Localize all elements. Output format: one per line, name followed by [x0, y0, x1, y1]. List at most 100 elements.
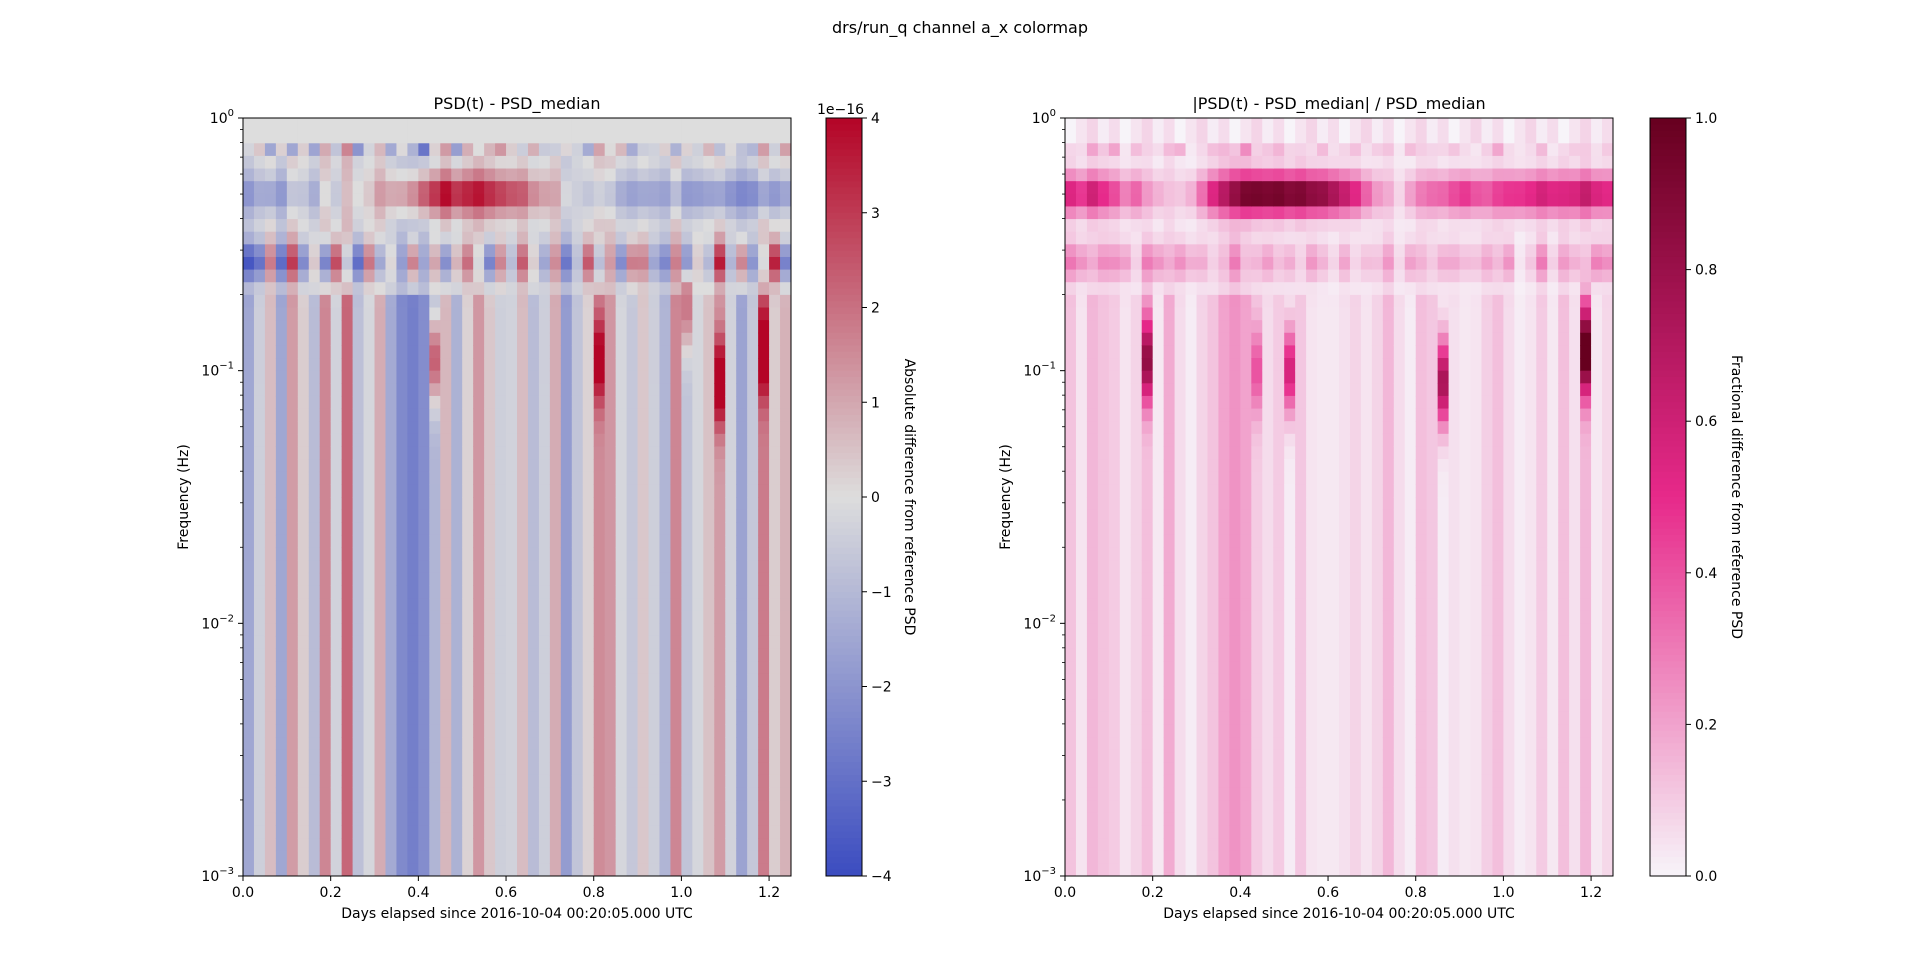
heatmap-cell	[692, 838, 704, 852]
heatmap-cell	[582, 635, 595, 650]
heatmap-cell	[1284, 269, 1296, 283]
heatmap-cell	[396, 711, 408, 725]
heatmap-cell	[1086, 774, 1099, 789]
heatmap-cell	[582, 143, 595, 157]
heatmap-cell	[275, 774, 288, 789]
heatmap-cell	[1185, 256, 1198, 271]
heatmap-cell	[385, 838, 397, 852]
heatmap-cell	[484, 219, 496, 233]
heatmap-cell	[648, 800, 660, 814]
heatmap-cell	[330, 294, 343, 308]
heatmap-cell	[1328, 408, 1340, 422]
heatmap-cell	[615, 800, 628, 814]
heatmap-cell	[286, 598, 299, 612]
heatmap-cell	[1119, 421, 1132, 435]
heatmap-cell	[714, 459, 726, 473]
heatmap-cell	[1317, 686, 1329, 700]
heatmap-cell	[538, 244, 551, 258]
heatmap-cell	[374, 711, 386, 725]
heatmap-cell	[560, 825, 573, 839]
heatmap-cell	[692, 598, 704, 612]
heatmap-cell	[1119, 686, 1132, 700]
heatmap-cell	[703, 459, 715, 473]
heatmap-cell	[1349, 686, 1362, 700]
colorbar-segment	[826, 200, 862, 207]
heatmap-cell	[308, 155, 321, 170]
heatmap-cell	[275, 459, 288, 473]
heatmap-cell	[341, 320, 354, 334]
heatmap-cell	[549, 130, 562, 144]
heatmap-cell	[1339, 686, 1351, 700]
heatmap-cell	[243, 181, 255, 195]
heatmap-cell	[571, 560, 584, 574]
heatmap-cell	[330, 648, 343, 662]
heatmap-cell	[626, 724, 639, 738]
heatmap-cell	[1163, 661, 1176, 675]
heatmap-cell	[1382, 560, 1395, 574]
heatmap-cell	[648, 433, 660, 447]
heatmap-cell	[462, 118, 474, 132]
heatmap-cell	[1349, 585, 1362, 599]
heatmap-cell	[1360, 610, 1373, 624]
heatmap-cell	[308, 598, 321, 612]
heatmap-cell	[1306, 244, 1318, 258]
heatmap-cell	[615, 635, 628, 650]
heatmap-cell	[1108, 598, 1121, 612]
heatmap-cell	[297, 497, 310, 511]
heatmap-cell	[1218, 345, 1230, 359]
heatmap-cell	[725, 838, 737, 852]
heatmap-cell	[275, 282, 288, 296]
heatmap-cell	[1328, 358, 1340, 372]
heatmap-cell	[1349, 282, 1362, 296]
heatmap-cell	[1196, 421, 1208, 435]
heatmap-cell	[1207, 244, 1219, 258]
heatmap-cell	[1229, 661, 1241, 675]
heatmap-cell	[1382, 143, 1395, 157]
heatmap-cell	[1295, 534, 1307, 549]
heatmap-cell	[341, 395, 354, 410]
heatmap-cell	[1317, 534, 1329, 549]
heatmap-cell	[407, 509, 419, 523]
heatmap-cell	[659, 231, 671, 245]
heatmap-cell	[363, 497, 376, 511]
heatmap-cell	[495, 711, 507, 725]
heatmap-cell	[297, 345, 310, 359]
heatmap-cell	[1152, 711, 1165, 725]
heatmap-cell	[1196, 737, 1208, 751]
heatmap-cell	[1240, 219, 1252, 233]
heatmap-cell	[1065, 635, 1077, 650]
heatmap-cell	[1295, 673, 1307, 687]
heatmap-cell	[429, 737, 441, 751]
heatmap-cell	[484, 825, 496, 839]
heatmap-cell	[473, 269, 485, 283]
heatmap-cell	[286, 282, 299, 296]
heatmap-cell	[1163, 370, 1176, 384]
heatmap-cell	[670, 560, 682, 574]
heatmap-cell	[615, 395, 628, 410]
heatmap-cell	[363, 446, 376, 460]
heatmap-cell	[769, 193, 781, 207]
heatmap-cell	[1339, 219, 1351, 233]
heatmap-cell	[473, 383, 485, 397]
heatmap-cell	[243, 623, 255, 637]
heatmap-cell	[747, 143, 759, 157]
heatmap-cell	[1306, 673, 1318, 687]
heatmap-cell	[648, 231, 660, 245]
heatmap-cell	[308, 850, 321, 864]
heatmap-cell	[330, 686, 343, 700]
heatmap-cell	[1097, 686, 1110, 700]
heatmap-cell	[1284, 585, 1296, 599]
heatmap-cell	[659, 219, 671, 233]
heatmap-cell	[374, 661, 386, 675]
colorbar-segment	[826, 610, 862, 618]
heatmap-cell	[1251, 774, 1263, 789]
heatmap-cell	[1284, 560, 1296, 574]
heatmap-cell	[1360, 168, 1373, 182]
heatmap-cell	[747, 699, 759, 713]
heatmap-cell	[484, 547, 496, 561]
heatmap-cell	[604, 269, 617, 283]
heatmap-cell	[1218, 231, 1230, 245]
heatmap-cell	[286, 534, 299, 549]
heatmap-cell	[506, 509, 518, 523]
heatmap-cell	[1196, 800, 1208, 814]
